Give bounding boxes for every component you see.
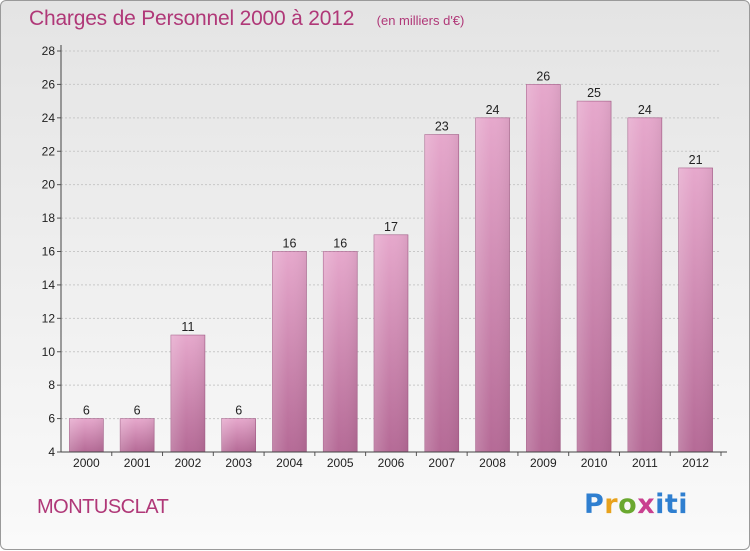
y-tick-label: 4: [48, 445, 55, 459]
bar-value-label: 26: [536, 69, 550, 83]
bar-sheen: [475, 117, 510, 452]
bar-sheen: [526, 84, 561, 453]
bar-sheen: [424, 134, 459, 452]
bar-sheen: [627, 117, 662, 452]
bar-value-label: 17: [384, 220, 398, 234]
y-tick-label: 6: [48, 412, 55, 426]
proxiti-logo[interactable]: Proxiti: [584, 489, 689, 520]
bar-value-label: 24: [638, 103, 652, 117]
labels: 4 6 8 10 12 14 16 18 20 22 24 26 28 6 2000 6 2001 11 2002 6…: [42, 44, 710, 470]
bar-sheen: [374, 234, 408, 452]
y-tick-label: 12: [42, 311, 56, 325]
y-tick-label: 28: [42, 44, 56, 58]
x-tick-label: 2009: [530, 456, 557, 470]
x-tick-label: 2008: [479, 456, 506, 470]
x-tick-label: 2002: [175, 456, 202, 470]
bar-value-label: 6: [83, 404, 90, 418]
commune-name: MONTUSCLAT: [37, 496, 169, 518]
bar-sheen: [221, 418, 256, 452]
x-tick-label: 2005: [327, 456, 354, 470]
x-tick-label: 2007: [428, 456, 455, 470]
bar-sheen: [120, 418, 155, 452]
bar-sheen: [170, 335, 205, 452]
bar-sheen: [577, 101, 612, 452]
chart-unit: (en milliers d'€): [376, 13, 465, 28]
bar-sheen: [323, 251, 358, 452]
y-tick-label: 22: [42, 144, 56, 158]
x-tick-label: 2001: [124, 456, 151, 470]
bar-value-label: 23: [435, 120, 449, 134]
y-tick-label: 26: [42, 77, 56, 91]
axes: [57, 45, 727, 456]
bar-sheen: [272, 251, 307, 452]
bar-value-label: 6: [134, 404, 141, 418]
y-tick-label: 18: [42, 211, 56, 225]
x-tick-label: 2011: [632, 456, 658, 470]
chart-title: Charges de Personnel 2000 à 2012: [29, 7, 355, 30]
x-tick-label: 2010: [581, 456, 608, 470]
bar-value-label: 16: [333, 237, 347, 251]
x-tick-label: 2006: [378, 456, 405, 470]
x-tick-label: 2003: [225, 456, 252, 470]
bar-value-label: 25: [587, 86, 601, 100]
bar-sheen: [678, 167, 713, 453]
x-tick-label: 2004: [276, 456, 303, 470]
y-tick-label: 20: [42, 178, 56, 192]
bar-value-label: 21: [689, 153, 703, 167]
y-tick-label: 14: [42, 278, 56, 292]
y-tick-label: 16: [42, 245, 56, 259]
bar-value-label: 11: [181, 320, 194, 334]
x-tick-label: 2012: [682, 456, 709, 470]
bar-value-label: 6: [235, 404, 242, 418]
x-tick-label: 2000: [73, 456, 100, 470]
bar-value-label: 24: [486, 103, 500, 117]
bars: [69, 84, 713, 453]
y-tick-label: 10: [42, 345, 56, 359]
bar-sheen: [69, 418, 104, 452]
bar-value-label: 16: [283, 237, 297, 251]
y-tick-label: 8: [48, 378, 55, 392]
chart-title-block: Charges de Personnel 2000 à 2012 (en mil…: [29, 7, 464, 31]
y-tick-label: 24: [42, 111, 56, 125]
